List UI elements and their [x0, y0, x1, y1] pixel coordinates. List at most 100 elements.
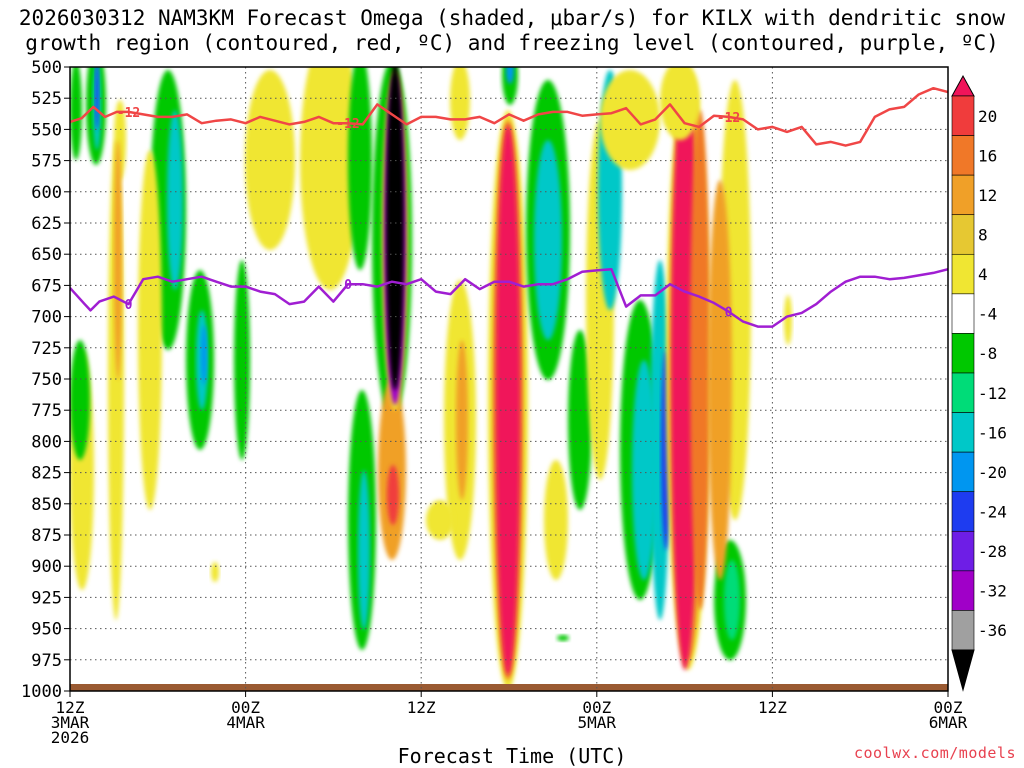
omega-cell: [506, 67, 514, 84]
ytick-label: 800: [31, 432, 62, 452]
colorbar-label: -4: [978, 305, 997, 324]
contours: -12 -12 -12 0 0 0: [70, 86, 948, 328]
y-axis: 500 525 550 575 600 625 650 675 700 725 750 775 800 8…: [21, 58, 70, 702]
omega-cell: [534, 140, 562, 340]
omega-cell: [426, 500, 454, 540]
ytick-label: 875: [31, 526, 62, 546]
colorbar-swatch: [951, 451, 975, 493]
ytick-label: 725: [31, 339, 62, 359]
omega-cell: [201, 325, 207, 385]
xtick-label: 00Z: [231, 698, 260, 717]
omega-cell: [724, 560, 740, 640]
omega-cell: [95, 67, 99, 130]
omega-cell: [138, 150, 162, 510]
contour-label: -12: [117, 106, 140, 121]
ytick-label: 825: [31, 464, 62, 484]
colorbar-label: 8: [978, 226, 988, 245]
ytick-label: 775: [31, 401, 62, 421]
omega-cell: [568, 330, 592, 510]
colorbar-label: -28: [978, 542, 1007, 561]
xtick-label: 12Z: [56, 698, 85, 717]
colorbar-swatch: [951, 174, 975, 216]
terrain-strip: [70, 684, 948, 691]
xtick-label: 2026: [51, 728, 90, 747]
colorbar-label: -12: [978, 384, 1007, 403]
ytick-label: 900: [31, 557, 62, 577]
omega-cell: [348, 67, 372, 270]
contour-line: [70, 86, 948, 147]
colorbar-swatch: [951, 412, 975, 453]
omega-cell: [600, 70, 660, 170]
colorbar-top-arrow: [951, 74, 975, 97]
colorbar-swatch: [951, 372, 975, 413]
xtick-label: 5MAR: [578, 713, 617, 732]
ytick-label: 975: [31, 651, 62, 671]
xtick-label: 12Z: [758, 698, 787, 717]
xtick-label: 00Z: [582, 698, 611, 717]
colorbar-label: -16: [978, 423, 1007, 442]
ytick-label: 675: [31, 276, 62, 296]
omega-cell: [708, 180, 732, 580]
omega-cell: [167, 110, 183, 290]
ytick-label: 600: [31, 183, 62, 203]
colorbar-bottom-arrow: [951, 649, 975, 692]
colorbar-swatch: [951, 530, 975, 572]
omega-cell: [70, 340, 90, 460]
colorbar-swatch: [951, 610, 975, 651]
credit-link[interactable]: coolwx.com/models: [853, 744, 1016, 762]
colorbar-label: -24: [978, 503, 1007, 522]
contour-label: 0: [125, 298, 133, 313]
omega-cell: [70, 67, 82, 160]
colorbar-label: -32: [978, 582, 1007, 601]
x-axis-title: Forecast Time (UTC): [397, 744, 627, 768]
omega-cell: [557, 635, 569, 641]
xtick-label: 6MAR: [929, 713, 968, 732]
colorbar-swatch: [951, 135, 975, 176]
ytick-label: 500: [31, 58, 62, 78]
omega-cell: [660, 67, 700, 140]
omega-cell: [245, 70, 295, 250]
omega-cell: [358, 470, 370, 630]
chart-title-line2: growth region (contoured, red, ºC) and f…: [25, 31, 999, 55]
chart-title-line1: 2026030312 NAM3KM Forecast Omega (shaded…: [18, 6, 1006, 30]
contour-label: 0: [725, 306, 733, 321]
colorbar-label: -20: [978, 463, 1007, 482]
colorbar-label: 12: [978, 186, 997, 205]
colorbar-swatch: [951, 95, 975, 136]
colorbar-label: 16: [978, 146, 997, 165]
omega-cell: [386, 67, 404, 390]
contour-label: 0: [344, 278, 352, 293]
omega-cell: [784, 295, 792, 345]
colorbar-label: -8: [978, 344, 997, 363]
xtick-label: 12Z: [407, 698, 436, 717]
omega-cell: [114, 140, 122, 380]
contour-label: -12: [336, 117, 359, 132]
ytick-label: 925: [31, 588, 62, 608]
ytick-label: 650: [31, 245, 62, 265]
ytick-label: 950: [31, 620, 62, 640]
colorbar-swatch: [951, 491, 975, 532]
colorbar-swatch: [951, 570, 975, 611]
ytick-label: 750: [31, 370, 62, 390]
ytick-label: 550: [31, 120, 62, 140]
ytick-label: 525: [31, 89, 62, 109]
ytick-label: 625: [31, 214, 62, 234]
colorbar-swatch: [951, 293, 975, 334]
xtick-label: 4MAR: [226, 713, 265, 732]
xtick-label: 00Z: [934, 698, 963, 717]
omega-cell: [632, 360, 656, 580]
omega-cell: [544, 460, 568, 580]
ytick-label: 1000: [21, 682, 62, 702]
colorbar-swatch: [951, 214, 975, 255]
ytick-label: 850: [31, 495, 62, 515]
ytick-label: 700: [31, 308, 62, 328]
omega-cell: [450, 67, 470, 140]
xtick-label: 3MAR: [51, 713, 90, 732]
colorbar-swatch: [951, 333, 975, 374]
omega-cell: [496, 125, 520, 675]
colorbar-swatch: [951, 253, 975, 295]
omega-cell: [502, 67, 518, 105]
colorbar: 20 16 12 8 4 -4 -8 -12 -16 -20 -24 -28 -32 -36: [951, 74, 1007, 692]
